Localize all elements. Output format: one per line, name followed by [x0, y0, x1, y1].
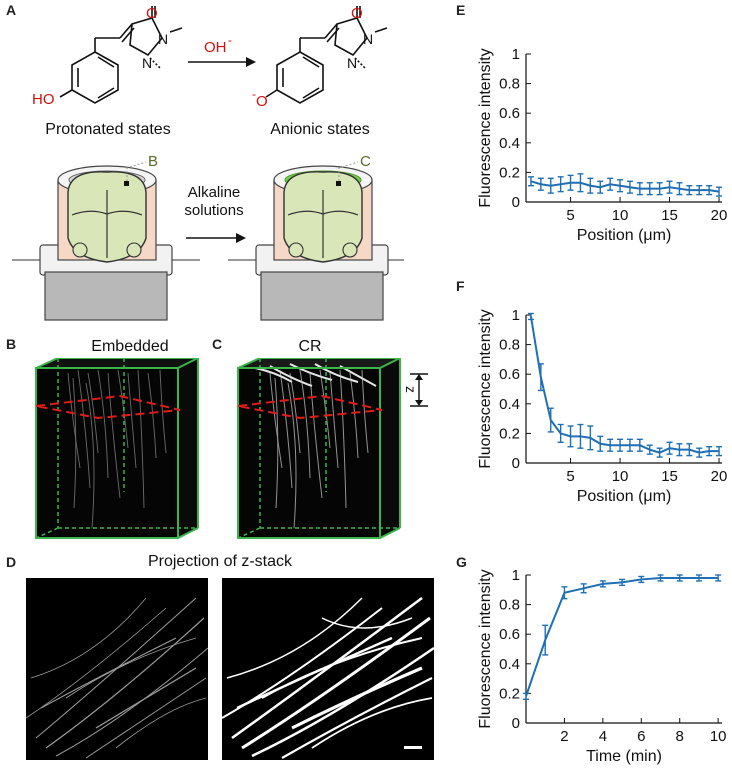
anionic-states-label: Anionic states	[270, 121, 370, 138]
y-tick-label: 0.6	[499, 366, 520, 383]
panel-a-schematic: O N N HO OH - O N N O - Protonated state…	[12, 5, 404, 321]
protonated-chromophore	[59, 6, 183, 104]
y-axis-label: Fluorescence intensity	[477, 569, 494, 728]
n-right-1: N	[363, 31, 373, 47]
x-tick-label: 5	[566, 468, 574, 485]
cr-volume-render: z	[237, 358, 428, 539]
y-tick-label: 0	[512, 455, 520, 472]
y-tick-label: 0.4	[499, 656, 520, 673]
panel-letter-c: C	[212, 336, 223, 352]
y-tick-label: 0.6	[499, 105, 520, 122]
y-tick-label: 0.2	[499, 164, 520, 181]
x-tick-label: 2	[560, 728, 568, 745]
phenolate-o-label: O	[256, 93, 268, 110]
y-tick-label: 0.8	[499, 337, 520, 354]
x-tick-label: 4	[599, 728, 607, 745]
panel-letter-b: B	[6, 336, 17, 352]
marker-b-label: B	[148, 153, 158, 170]
left-sample-schematic	[12, 161, 200, 321]
panel-letter-e: E	[456, 2, 466, 18]
series-line	[529, 316, 720, 454]
y-tick-label: 0.6	[499, 626, 520, 643]
projection-image-cr	[222, 578, 434, 760]
x-tick-label: 20	[711, 468, 728, 485]
phenolate-charge: -	[252, 87, 256, 101]
y-tick-label: 0.4	[499, 396, 520, 413]
y-tick-label: 0.8	[499, 76, 520, 93]
n-right-2: N	[347, 55, 357, 71]
embedded-title: Embedded	[91, 338, 169, 355]
projection-image-embedded	[26, 578, 208, 760]
y-tick-label: 1	[512, 46, 520, 63]
x-tick-label: 10	[612, 207, 629, 224]
hydroxyl-label: HO	[32, 91, 55, 108]
carbonyl-o-right: O	[351, 5, 363, 22]
right-sample-schematic	[228, 161, 404, 321]
chart-g: 0 0.2 0.4 0.6 0.8 1 2 4 6 8 10 Time (min) Fluorescen…	[477, 567, 727, 765]
x-axis-label: Position (μm)	[577, 488, 672, 505]
cr-title: CR	[298, 338, 322, 355]
n-left-1: N	[158, 31, 168, 47]
y-tick-label: 0	[512, 715, 520, 732]
x-tick-label: 10	[612, 468, 629, 485]
x-tick-label: 6	[637, 728, 645, 745]
x-tick-label: 15	[661, 468, 678, 485]
panel-letter-d: D	[6, 554, 17, 570]
hydroxide-charge: -	[228, 33, 232, 47]
hydroxide-label: OH	[204, 39, 227, 56]
y-tick-label: 1	[512, 307, 520, 324]
z-depth-label: z	[403, 386, 419, 393]
marker-c-label: C	[360, 153, 371, 170]
embedded-volume-render	[35, 358, 199, 539]
x-tick-label: 20	[711, 207, 728, 224]
protonated-states-label: Protonated states	[45, 121, 170, 138]
panel-letter-a: A	[6, 2, 17, 18]
y-axis-label: Fluorescence intensity	[477, 309, 494, 468]
y-axis-label: Fluorescence intensity	[477, 48, 494, 207]
projection-title: Projection of z-stack	[147, 553, 293, 570]
x-tick-label: 10	[710, 728, 727, 745]
x-tick-label: 8	[676, 728, 684, 745]
x-axis-label: Time (min)	[586, 748, 662, 765]
panel-letter-f: F	[456, 278, 465, 294]
y-tick-label: 1	[512, 567, 520, 584]
y-tick-label: 0	[512, 194, 520, 211]
x-axis-label: Position (μm)	[577, 227, 672, 244]
carbonyl-o-left: O	[146, 5, 158, 22]
y-tick-label: 0.8	[499, 597, 520, 614]
y-tick-label: 0.4	[499, 135, 520, 152]
scale-bar	[404, 746, 422, 749]
alkaline-label-line2: solutions	[184, 202, 243, 219]
n-left-2: N	[142, 55, 152, 71]
y-tick-label: 0.2	[499, 685, 520, 702]
alkaline-label-line1: Alkaline	[188, 184, 241, 201]
anionic-chromophore	[265, 6, 388, 104]
series-line	[525, 576, 719, 697]
panel-letter-g: G	[456, 554, 467, 570]
y-tick-label: 0.2	[499, 425, 520, 442]
series-line	[530, 180, 720, 193]
x-tick-label: 15	[661, 207, 678, 224]
x-tick-label: 5	[566, 207, 574, 224]
